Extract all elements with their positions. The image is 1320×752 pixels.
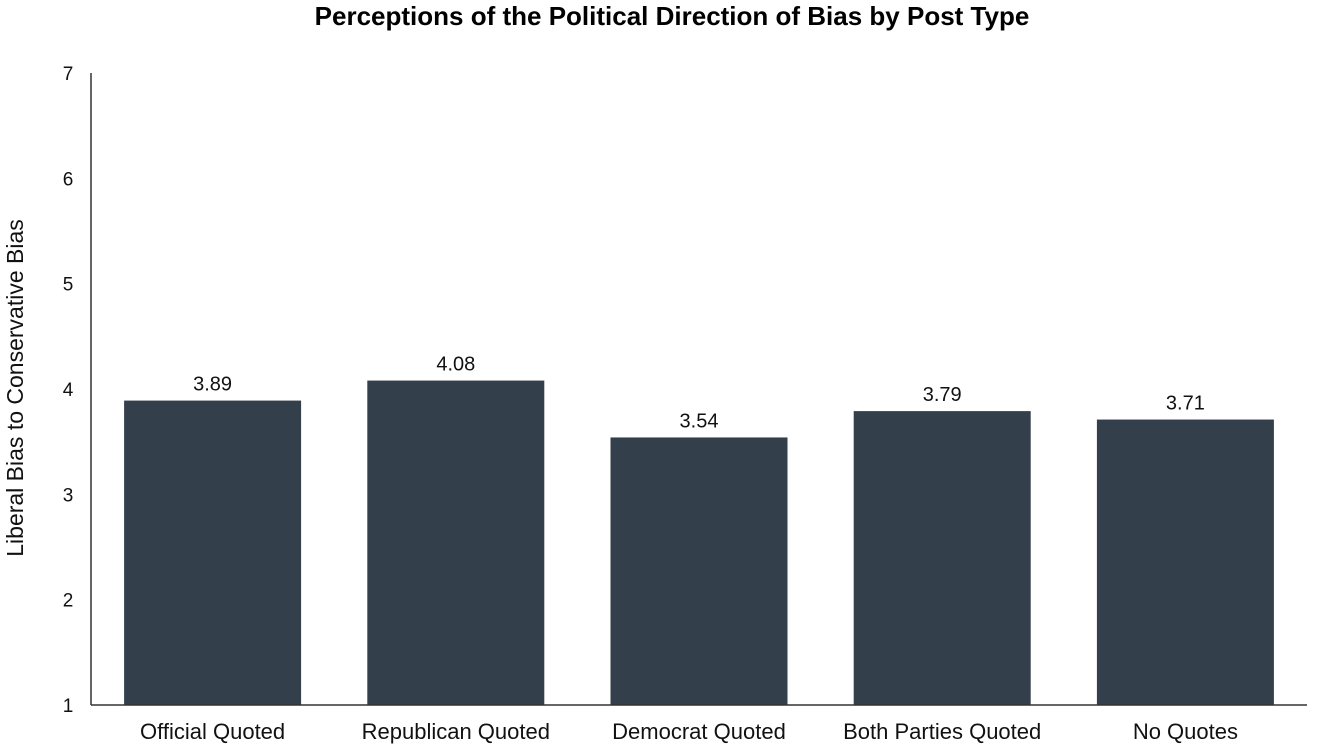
bar xyxy=(1096,419,1274,705)
bar-value-label: 3.71 xyxy=(1166,393,1205,415)
bar-value-labels: 3.89 4.08 3.54 3.79 3.71 xyxy=(193,354,1205,433)
bars xyxy=(124,380,1274,705)
bar xyxy=(367,380,545,705)
y-tick-label: 6 xyxy=(63,169,74,190)
y-tick-label: 2 xyxy=(63,591,74,612)
bar xyxy=(610,437,788,705)
bar xyxy=(124,400,302,705)
x-tick-label: Official Quoted xyxy=(140,719,285,744)
bar-value-label: 4.08 xyxy=(436,354,475,376)
x-tick-label: Republican Quoted xyxy=(362,719,550,744)
bar xyxy=(853,411,1031,705)
x-tick-label: No Quotes xyxy=(1133,719,1238,744)
x-axis-ticks: Official Quoted Republican Quoted Democrat… xyxy=(140,719,1238,744)
y-tick-label: 3 xyxy=(63,485,74,506)
y-tick-label: 4 xyxy=(63,380,74,401)
x-tick-label: Democrat Quoted xyxy=(612,719,786,744)
bar-value-label: 3.54 xyxy=(680,410,719,432)
bar-value-label: 3.79 xyxy=(923,384,962,406)
y-tick-label: 1 xyxy=(63,696,74,717)
bar-value-label: 3.89 xyxy=(193,374,232,396)
y-tick-label: 7 xyxy=(63,64,74,85)
y-axis-ticks: 1 2 3 4 5 6 7 xyxy=(63,64,74,717)
x-tick-label: Both Parties Quoted xyxy=(843,719,1041,744)
y-tick-label: 5 xyxy=(63,275,74,296)
chart-title: Perceptions of the Political Direction o… xyxy=(315,1,1030,31)
y-axis-label: Liberal Bias to Conservative Bias xyxy=(2,219,28,557)
